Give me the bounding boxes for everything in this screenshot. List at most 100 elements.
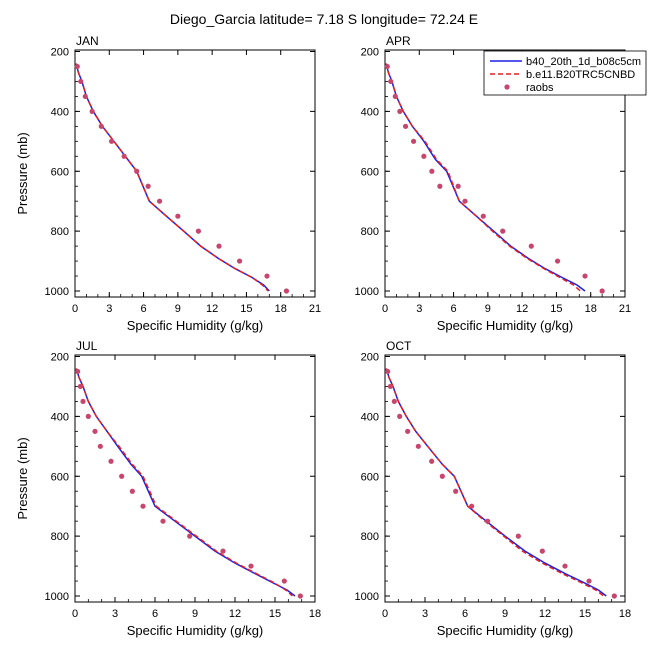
x-tick-label: 9 xyxy=(175,303,181,315)
raobs-point xyxy=(98,123,104,129)
raobs-point xyxy=(97,443,103,449)
x-tick-label: 3 xyxy=(416,303,422,315)
legend-marker xyxy=(504,84,510,90)
raobs-point xyxy=(455,183,461,189)
x-tick-label: 0 xyxy=(382,608,388,620)
raobs-point xyxy=(384,63,390,70)
y-tick-label: 600 xyxy=(51,471,69,483)
raobs-point xyxy=(283,288,290,294)
raobs-point xyxy=(554,258,561,264)
x-axis-label: Specific Humidity (g/kg) xyxy=(437,318,574,333)
raobs-point xyxy=(500,228,506,234)
legend-label: raobs xyxy=(526,82,554,94)
raobs-point xyxy=(437,183,443,189)
raobs-point xyxy=(175,213,181,219)
x-axis-label: Specific Humidity (g/kg) xyxy=(127,623,264,638)
raobs-point xyxy=(586,578,592,584)
raobs-point xyxy=(387,383,393,390)
y-tick-label: 600 xyxy=(361,166,379,178)
raobs-point xyxy=(121,153,127,159)
plot-frame xyxy=(384,354,626,603)
x-tick-label: 0 xyxy=(72,608,78,620)
y-tick-label: 800 xyxy=(51,226,69,238)
raobs-point xyxy=(415,443,421,449)
x-axis-label: Specific Humidity (g/kg) xyxy=(437,623,574,638)
raobs-point xyxy=(216,243,222,249)
panel-label: OCT xyxy=(386,339,412,353)
raobs-point xyxy=(108,138,115,144)
x-tick-label: 21 xyxy=(619,303,631,315)
x-tick-label: 18 xyxy=(585,303,597,315)
y-tick-label: 600 xyxy=(361,471,379,483)
x-tick-label: 3 xyxy=(112,608,118,620)
legend-box xyxy=(483,50,647,96)
x-tick-label: 6 xyxy=(141,303,147,315)
raobs-point xyxy=(421,153,427,159)
raobs-point xyxy=(391,398,397,405)
x-tick-label: 9 xyxy=(502,608,508,620)
raobs-point xyxy=(108,458,114,464)
series-line-solid xyxy=(385,368,607,597)
x-tick-label: 15 xyxy=(269,608,281,620)
raobs-point xyxy=(80,398,86,405)
raobs-point xyxy=(145,183,151,189)
x-tick-label: 12 xyxy=(539,608,551,620)
y-tick-label: 200 xyxy=(51,46,69,58)
raobs-point xyxy=(78,78,84,85)
raobs-point xyxy=(599,288,605,294)
raobs-point xyxy=(405,428,411,434)
series-line-dashed xyxy=(75,368,293,597)
raobs-point xyxy=(453,488,459,494)
x-tick-label: 6 xyxy=(462,608,468,620)
y-tick-label: 1000 xyxy=(355,286,379,298)
raobs-point xyxy=(392,93,398,100)
legend: b40_20th_1d_b08c5cmb.e11.B20TRC5CNBDraob… xyxy=(483,50,647,96)
raobs-point xyxy=(611,593,617,599)
y-tick-label: 400 xyxy=(51,411,69,423)
raobs-point xyxy=(485,518,491,524)
raobs-point xyxy=(429,458,435,464)
x-tick-label: 6 xyxy=(451,303,457,315)
series-line-solid xyxy=(75,368,296,597)
raobs-point xyxy=(397,108,403,114)
x-tick-label: 9 xyxy=(192,608,198,620)
y-tick-label: 200 xyxy=(361,46,379,58)
series-line-solid xyxy=(75,63,270,292)
series-line-dashed xyxy=(385,63,581,292)
raobs-point xyxy=(119,473,125,479)
figure-title: Diego_Garcia latitude= 7.18 S longitude=… xyxy=(170,11,478,27)
series-line-dashed xyxy=(75,63,269,292)
raobs-point xyxy=(140,503,146,509)
y-axis-label: Pressure (mb) xyxy=(15,132,30,214)
x-tick-label: 3 xyxy=(422,608,428,620)
x-axis-label: Specific Humidity (g/kg) xyxy=(127,318,264,333)
x-tick-label: 18 xyxy=(275,303,287,315)
y-axis-label: Pressure (mb) xyxy=(15,437,30,519)
raobs-point xyxy=(515,533,521,539)
plot-frame xyxy=(384,49,626,298)
raobs-point xyxy=(77,383,83,390)
y-tick-label: 800 xyxy=(361,226,379,238)
y-tick-label: 200 xyxy=(361,351,379,363)
x-tick-label: 15 xyxy=(240,303,252,315)
y-tick-label: 1000 xyxy=(355,591,379,603)
raobs-point xyxy=(236,258,243,264)
y-tick-label: 400 xyxy=(361,411,379,423)
raobs-point xyxy=(187,533,193,539)
y-tick-label: 200 xyxy=(51,351,69,363)
raobs-point xyxy=(439,473,445,479)
x-tick-label: 0 xyxy=(72,303,78,315)
x-tick-label: 12 xyxy=(229,608,241,620)
plot-frame xyxy=(74,354,316,603)
x-tick-label: 9 xyxy=(485,303,491,315)
raobs-point xyxy=(397,413,403,419)
raobs-point xyxy=(195,228,202,234)
raobs-point xyxy=(385,368,391,375)
panel-jul: JUL 0 3 6 9 12 15 18 200 400 600 800 1000 Specific Hu… xyxy=(15,339,321,638)
raobs-point xyxy=(297,593,303,599)
panel-jan: JAN 0 3 6 9 12 15 18 21 200 400 600 800 1000 Specific … xyxy=(15,34,321,333)
raobs-point xyxy=(429,168,435,174)
raobs-point xyxy=(402,123,409,129)
panel-apr: APR 0 3 6 9 12 15 18 21 200 400 600 800 1000 Specific … xyxy=(355,34,632,333)
